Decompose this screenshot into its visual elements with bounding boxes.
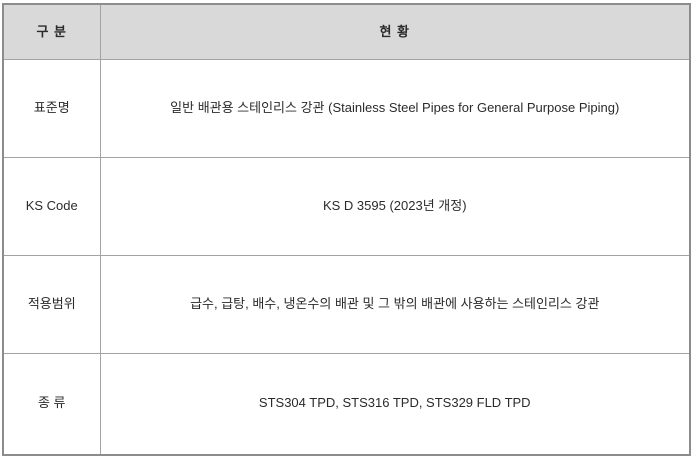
table-row-application-scope: 적용범위 급수, 급탕, 배수, 냉온수의 배관 및 그 밖의 배관에 사용하는… xyxy=(2,255,691,354)
row-label-standard-name: 표준명 xyxy=(2,59,101,158)
header-cell-category: 구 분 xyxy=(2,3,101,60)
table-row-ks-code: KS Code KS D 3595 (2023년 개정) xyxy=(2,157,691,256)
row-value-ks-code: KS D 3595 (2023년 개정) xyxy=(99,157,691,256)
table-row-standard-name: 표준명 일반 배관용 스테인리스 강관 (Stainless Steel Pip… xyxy=(2,59,691,158)
row-label-ks-code: KS Code xyxy=(2,157,101,256)
header-cell-status: 현 황 xyxy=(99,3,691,60)
table-row-types: 종 류 STS304 TPD, STS316 TPD, STS329 FLD T… xyxy=(2,353,691,455)
row-value-standard-name: 일반 배관용 스테인리스 강관 (Stainless Steel Pipes f… xyxy=(99,59,691,158)
row-value-application-scope: 급수, 급탕, 배수, 냉온수의 배관 및 그 밖의 배관에 사용하는 스테인리… xyxy=(99,255,691,354)
row-label-types: 종 류 xyxy=(2,353,101,455)
row-value-types: STS304 TPD, STS316 TPD, STS329 FLD TPD xyxy=(99,353,691,455)
row-label-application-scope: 적용범위 xyxy=(2,255,101,354)
table-header-row: 구 분 현 황 xyxy=(2,3,691,60)
spec-table: 구 분 현 황 표준명 일반 배관용 스테인리스 강관 (Stainless S… xyxy=(2,3,691,456)
